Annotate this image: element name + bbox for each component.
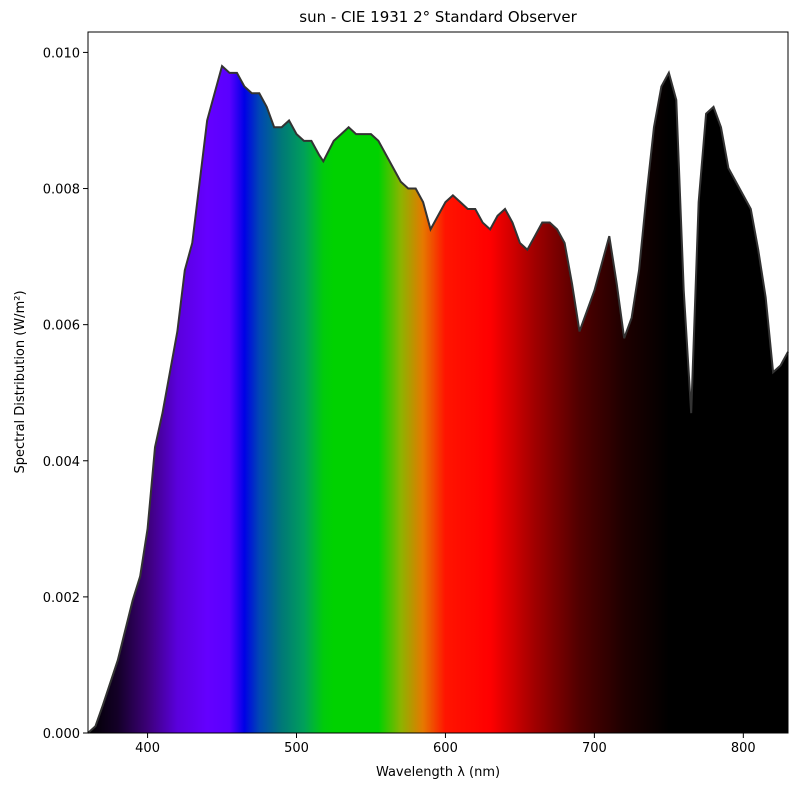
y-axis-label: Spectral Distribution (W/m²) — [13, 290, 28, 473]
y-tick-label: 0.006 — [43, 319, 80, 334]
y-tick-label: 0.010 — [43, 46, 80, 61]
area-fill — [88, 66, 788, 733]
x-axis-label: Wavelength λ (nm) — [376, 765, 500, 780]
x-tick-label: 800 — [731, 741, 756, 756]
y-tick-label: 0.002 — [43, 591, 80, 606]
x-tick-label: 700 — [582, 741, 607, 756]
y-tick-label: 0.004 — [43, 455, 80, 470]
chart-title: sun - CIE 1931 2° Standard Observer — [299, 8, 577, 26]
x-tick-label: 400 — [135, 741, 160, 756]
spectrum-line — [87, 64, 789, 734]
x-tick-label: 600 — [433, 741, 458, 756]
plot-frame — [87, 31, 789, 734]
x-tick-label: 500 — [284, 741, 309, 756]
y-tick-label: 0.008 — [43, 183, 80, 198]
y-tick-label: 0.000 — [43, 727, 80, 742]
